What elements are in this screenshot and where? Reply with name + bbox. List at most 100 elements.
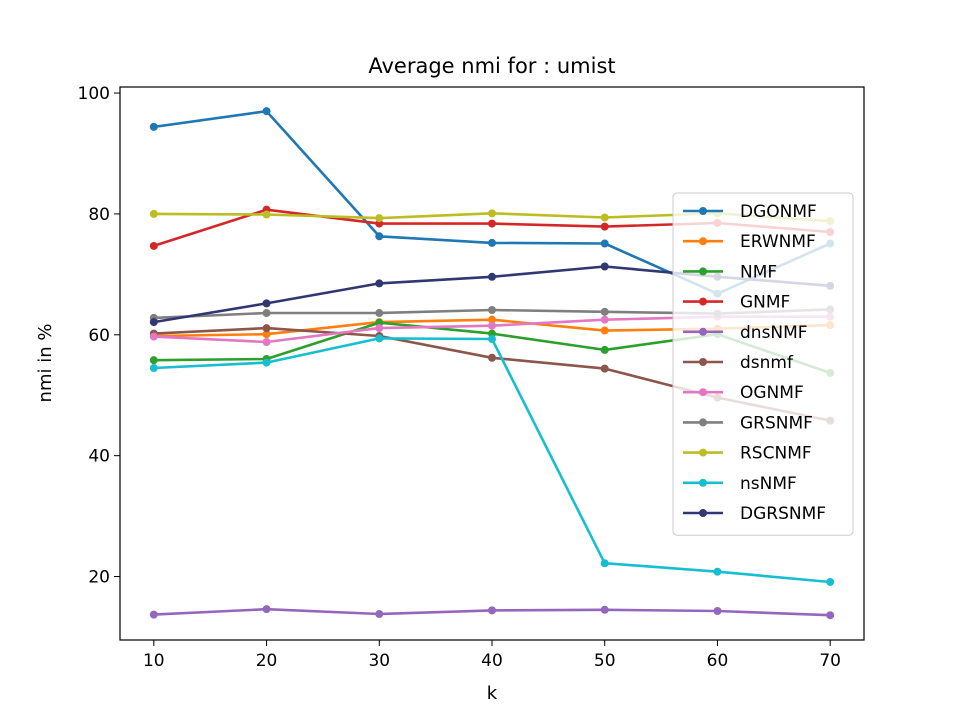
legend-label: OGNMF: [740, 383, 804, 403]
data-point: [488, 306, 496, 315]
data-point: [488, 315, 496, 324]
data-point: [600, 239, 609, 248]
data-point: [713, 606, 722, 615]
data-point: [600, 559, 609, 568]
legend-item: OGNMF: [683, 383, 804, 403]
legend-box: [672, 192, 854, 536]
data-point: [375, 214, 384, 223]
data-point: [600, 222, 609, 231]
legend-label: GNMF: [740, 293, 790, 313]
x-tick-label: 50: [594, 651, 616, 671]
legend-item: GNMF: [683, 293, 790, 313]
data-point: [826, 577, 835, 586]
data-point: [149, 209, 158, 218]
data-point: [262, 210, 271, 219]
data-point: [600, 364, 609, 373]
legend-item: RSCNMF: [683, 444, 812, 464]
chart-title: Average nmi for : umist: [368, 54, 615, 78]
y-tick-label: 80: [88, 205, 110, 225]
data-point: [600, 315, 609, 324]
data-point: [375, 324, 384, 333]
data-point: [826, 611, 835, 620]
data-point: [488, 219, 496, 228]
legend-marker: [699, 207, 707, 215]
legend-item: DGRSNMF: [683, 504, 826, 524]
legend-item: dnsNMF: [683, 323, 808, 343]
data-point: [488, 321, 496, 330]
x-tick-label: 20: [256, 651, 278, 671]
data-point: [713, 567, 722, 576]
data-point: [600, 262, 609, 271]
legend-label: GRSNMF: [740, 413, 813, 433]
x-tick-label: 40: [481, 651, 503, 671]
y-tick-label: 100: [78, 84, 110, 104]
data-point: [262, 330, 271, 339]
data-point: [262, 338, 271, 347]
data-point: [600, 326, 609, 335]
data-point: [375, 610, 384, 619]
y-axis-label: nmi in %: [35, 324, 56, 403]
data-point: [488, 272, 496, 281]
x-tick-label: 70: [819, 651, 841, 671]
data-point: [375, 279, 384, 288]
data-point: [600, 605, 609, 614]
legend-item: NMF: [683, 262, 777, 282]
x-axis-label: k: [487, 683, 498, 704]
data-point: [600, 213, 609, 222]
legend-item: GRSNMF: [683, 413, 813, 433]
legend-marker: [699, 327, 707, 336]
series-nsnmf: [149, 334, 835, 586]
y-tick-label: 40: [88, 447, 110, 467]
legend-label: nsNMF: [740, 474, 797, 494]
legend-label: ERWNMF: [740, 232, 816, 252]
series-dnsnmf: [149, 605, 835, 620]
data-point: [149, 318, 158, 327]
data-point: [262, 324, 271, 333]
data-point: [262, 309, 271, 318]
data-point: [488, 353, 496, 362]
x-tick-label: 10: [143, 651, 165, 671]
data-point: [600, 307, 609, 316]
data-point: [375, 334, 384, 343]
data-point: [149, 356, 158, 365]
data-point: [488, 606, 496, 615]
legend-marker: [699, 478, 707, 487]
legend-label: dnsNMF: [740, 323, 808, 343]
legend-label: DGONMF: [740, 202, 817, 222]
legend-item: DGONMF: [683, 202, 817, 222]
y-tick-label: 20: [88, 568, 110, 588]
legend-marker: [699, 267, 707, 276]
data-point: [488, 238, 496, 247]
legend-marker: [699, 509, 707, 517]
data-point: [149, 122, 158, 131]
data-point: [375, 309, 384, 318]
x-axis: 10 20 30 40 50 60 70: [143, 640, 841, 671]
data-point: [262, 299, 271, 308]
data-point: [488, 335, 496, 344]
legend-label: dsnmf: [740, 353, 794, 373]
data-point: [488, 209, 496, 218]
data-point: [149, 610, 158, 619]
data-point: [262, 605, 271, 614]
legend-marker: [699, 237, 707, 246]
legend-label: DGRSNMF: [740, 504, 826, 524]
legend-label: NMF: [740, 262, 777, 282]
data-point: [149, 241, 158, 250]
data-point: [600, 345, 609, 354]
legend: DGONMF ERWNMF NMF GNMF dnsNMF dsnmf OGNMF GRSNM…: [672, 192, 854, 536]
data-point: [149, 364, 158, 373]
data-point: [262, 358, 271, 367]
legend-item: nsNMF: [683, 474, 797, 494]
x-tick-label: 30: [368, 651, 390, 671]
legend-item: dsnmf: [683, 353, 794, 373]
y-axis: 20 40 60 80 100: [78, 84, 120, 588]
data-point: [149, 332, 158, 341]
legend-marker: [699, 448, 707, 457]
x-tick-label: 60: [707, 651, 729, 671]
data-point: [262, 107, 271, 116]
data-point: [375, 232, 384, 241]
y-tick-label: 60: [88, 326, 110, 346]
legend-marker: [699, 297, 707, 306]
